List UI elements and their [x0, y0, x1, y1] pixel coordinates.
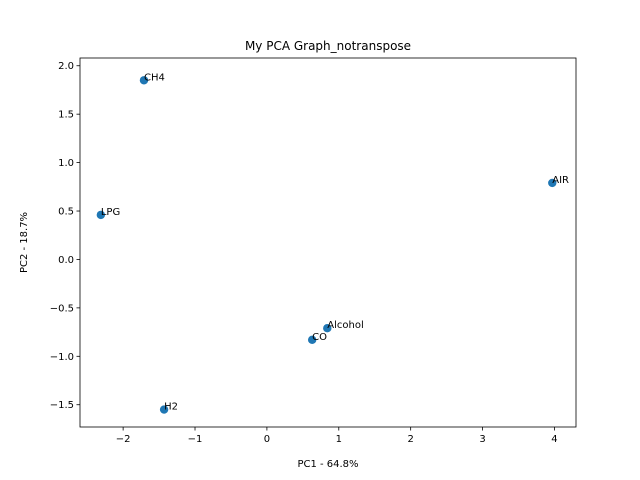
plot-frame [79, 57, 577, 428]
x-tick-label: −2 [116, 434, 131, 445]
chart-title: My PCA Graph_notranspose [245, 39, 411, 53]
point-label-ch4: CH4 [144, 72, 165, 83]
y-axis-ticks: −1.5 −1.0 −0.5 0.0 0.5 1.0 1.5 2.0 [50, 61, 80, 411]
y-tick-label: 2.0 [58, 61, 74, 72]
point-label-h2: H2 [164, 402, 178, 413]
y-tick-label: 1.5 [58, 110, 74, 121]
point-label-lpg: LPG [101, 207, 120, 218]
point-label-air: AIR [552, 175, 569, 186]
y-tick-label: 1.0 [58, 158, 74, 169]
data-point-alcohol [323, 324, 332, 333]
x-tick-label: −1 [188, 434, 203, 445]
data-point-h2 [159, 405, 169, 414]
y-tick-label: −1.5 [50, 400, 74, 411]
y-tick-label: −0.5 [50, 303, 74, 314]
x-tick-label: 0 [264, 434, 270, 445]
x-tick-label: 4 [551, 434, 557, 445]
data-point-air [548, 178, 557, 188]
data-point-co [307, 335, 317, 345]
data-point-ch4 [139, 76, 149, 85]
data-point-lpg [96, 210, 106, 220]
x-axis-label: PC1 - 64.8% [297, 459, 358, 470]
y-tick-label: 0.5 [58, 207, 74, 218]
x-axis-ticks: −2 −1 0 1 2 3 4 [116, 427, 558, 445]
y-axis-label: PC2 - 18.7% [19, 212, 30, 273]
x-tick-label: 3 [479, 434, 485, 445]
point-label-co: CO [312, 332, 327, 343]
y-tick-label: 0.0 [58, 255, 74, 266]
point-label-alcohol: Alcohol [327, 320, 363, 331]
x-tick-label: 1 [336, 434, 342, 445]
x-tick-label: 2 [407, 434, 413, 445]
y-tick-label: −1.0 [50, 352, 74, 363]
